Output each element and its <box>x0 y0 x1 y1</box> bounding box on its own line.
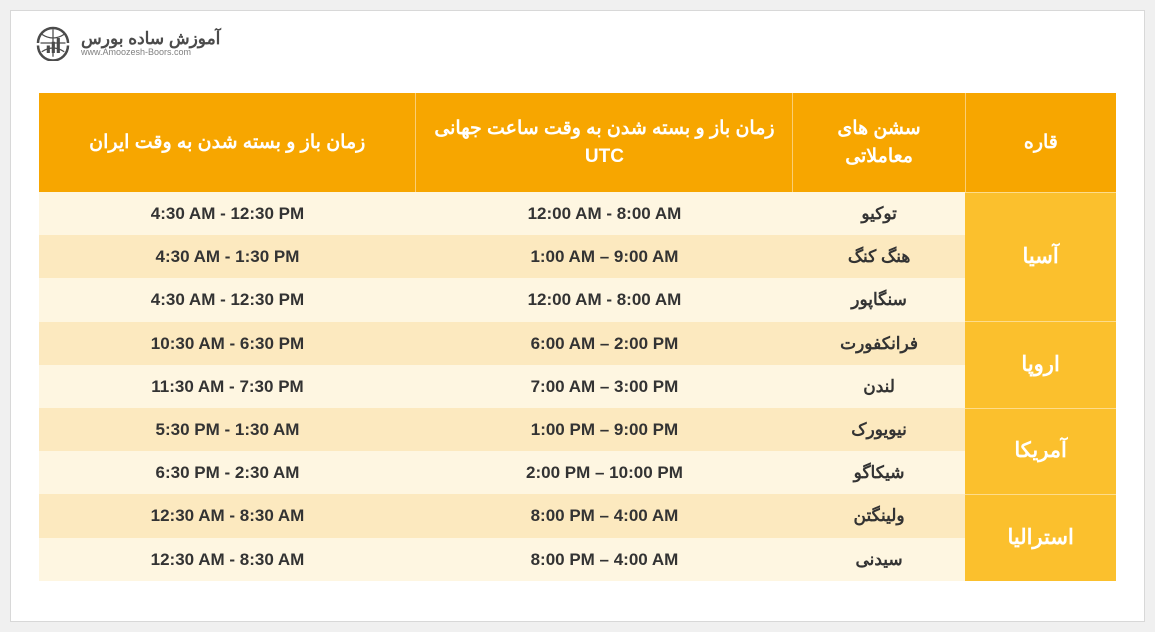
session-cell: ولینگتن <box>793 494 965 537</box>
header-utc: زمان باز و بسته شدن به وقت ساعت جهانی UT… <box>416 93 793 192</box>
iran-time-cell: 11:30 AM - 7:30 PM <box>39 365 416 408</box>
iran-time-cell: 12:30 AM - 8:30 AM <box>39 538 416 581</box>
sessions-table: قاره سشن های معاملاتی زمان باز و بسته شد… <box>39 93 1116 581</box>
session-cell: سیدنی <box>793 538 965 581</box>
header-session: سشن های معاملاتی <box>793 93 965 192</box>
session-cell: سنگاپور <box>793 278 965 321</box>
utc-time-cell: 8:00 PM – 4:00 AM <box>416 494 793 537</box>
table-row: لندن7:00 AM – 3:00 PM11:30 AM - 7:30 PM <box>39 365 1116 408</box>
site-logo: آموزش ساده بورس www.Amoozesh-Boors.com <box>33 25 220 61</box>
iran-time-cell: 4:30 AM - 1:30 PM <box>39 235 416 278</box>
utc-time-cell: 12:00 AM - 8:00 AM <box>416 278 793 321</box>
utc-time-cell: 1:00 AM – 9:00 AM <box>416 235 793 278</box>
table-row: اروپافرانکفورت6:00 AM – 2:00 PM10:30 AM … <box>39 322 1116 365</box>
iran-time-cell: 4:30 AM - 12:30 PM <box>39 278 416 321</box>
logo-text: آموزش ساده بورس www.Amoozesh-Boors.com <box>81 29 220 57</box>
session-cell: هنگ کنگ <box>793 235 965 278</box>
session-cell: فرانکفورت <box>793 322 965 365</box>
iran-time-cell: 12:30 AM - 8:30 AM <box>39 494 416 537</box>
session-cell: شیکاگو <box>793 451 965 494</box>
utc-time-cell: 6:00 AM – 2:00 PM <box>416 322 793 365</box>
utc-time-cell: 12:00 AM - 8:00 AM <box>416 192 793 235</box>
continent-cell: آمریکا <box>965 408 1116 494</box>
iran-time-cell: 5:30 PM - 1:30 AM <box>39 408 416 451</box>
globe-chart-icon <box>33 25 73 61</box>
session-cell: لندن <box>793 365 965 408</box>
table-row: سیدنی8:00 PM – 4:00 AM12:30 AM - 8:30 AM <box>39 538 1116 581</box>
table-row: سنگاپور12:00 AM - 8:00 AM4:30 AM - 12:30… <box>39 278 1116 321</box>
table-body: آسیاتوکیو12:00 AM - 8:00 AM4:30 AM - 12:… <box>39 192 1116 581</box>
continent-cell: آسیا <box>965 192 1116 322</box>
table-header-row: قاره سشن های معاملاتی زمان باز و بسته شد… <box>39 93 1116 192</box>
continent-cell: استرالیا <box>965 494 1116 580</box>
utc-time-cell: 7:00 AM – 3:00 PM <box>416 365 793 408</box>
table-row: آمریکانیویورک1:00 PM – 9:00 PM5:30 PM - … <box>39 408 1116 451</box>
session-cell: نیویورک <box>793 408 965 451</box>
table-row: هنگ کنگ1:00 AM – 9:00 AM4:30 AM - 1:30 P… <box>39 235 1116 278</box>
table-row: آسیاتوکیو12:00 AM - 8:00 AM4:30 AM - 12:… <box>39 192 1116 235</box>
iran-time-cell: 4:30 AM - 12:30 PM <box>39 192 416 235</box>
session-cell: توکیو <box>793 192 965 235</box>
utc-time-cell: 8:00 PM – 4:00 AM <box>416 538 793 581</box>
table-row: استرالیاولینگتن8:00 PM – 4:00 AM12:30 AM… <box>39 494 1116 537</box>
iran-time-cell: 10:30 AM - 6:30 PM <box>39 322 416 365</box>
sessions-table-container: قاره سشن های معاملاتی زمان باز و بسته شد… <box>39 93 1116 581</box>
utc-time-cell: 2:00 PM – 10:00 PM <box>416 451 793 494</box>
header-continent: قاره <box>965 93 1116 192</box>
logo-title: آموزش ساده بورس <box>81 29 220 49</box>
utc-time-cell: 1:00 PM – 9:00 PM <box>416 408 793 451</box>
header-iran: زمان باز و بسته شدن به وقت ایران <box>39 93 416 192</box>
page-container: آموزش ساده بورس www.Amoozesh-Boors.com ق… <box>10 10 1145 622</box>
continent-cell: اروپا <box>965 322 1116 408</box>
table-row: شیکاگو2:00 PM – 10:00 PM6:30 PM - 2:30 A… <box>39 451 1116 494</box>
iran-time-cell: 6:30 PM - 2:30 AM <box>39 451 416 494</box>
